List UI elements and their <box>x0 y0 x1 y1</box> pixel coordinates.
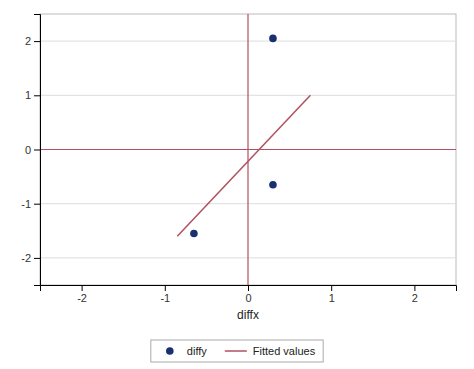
axis-line <box>41 286 457 292</box>
tick: 2 <box>412 285 418 304</box>
reference-line <box>247 14 248 285</box>
tick: -2 <box>21 252 40 264</box>
tick-label: 1 <box>329 292 335 304</box>
legend-item: Fitted values <box>225 345 316 357</box>
legend-box <box>151 340 323 362</box>
tick-mark <box>34 95 40 96</box>
tick-label: -1 <box>160 292 170 304</box>
legend-label: Fitted values <box>253 345 316 357</box>
legend-label: diffy <box>187 345 207 357</box>
tick-label: 0 <box>25 144 31 156</box>
tick: 0 <box>25 144 40 156</box>
tick: 2 <box>25 35 40 47</box>
tick-mark <box>34 258 40 259</box>
plot-frame <box>40 14 456 285</box>
tick-mark <box>248 285 249 291</box>
legend-swatch <box>225 350 247 352</box>
point <box>269 35 277 43</box>
tick: -1 <box>160 285 170 304</box>
tick-mark <box>414 285 415 291</box>
tick-label: 1 <box>25 89 31 101</box>
tick-mark <box>34 150 40 151</box>
tick: 0 <box>245 285 251 304</box>
legend-item: diffy <box>166 345 207 357</box>
legend-swatch <box>166 347 174 355</box>
fit-line <box>177 95 310 236</box>
y-axis: -2 -1 0 1 2 <box>21 15 40 286</box>
legend: diffy Fitted values <box>151 340 323 362</box>
point <box>269 181 277 189</box>
tick-label: -1 <box>21 198 31 210</box>
plot: -2 -1 0 1 2 -2 -1 0 1 2 diffx <box>21 14 456 322</box>
points <box>190 35 277 238</box>
tick: 1 <box>329 285 335 304</box>
tick-label: 2 <box>25 35 31 47</box>
x-axis: -2 -1 0 1 2 <box>41 285 457 304</box>
tick-label: 0 <box>245 292 251 304</box>
axis-line <box>34 15 41 286</box>
tick: 1 <box>25 89 40 101</box>
tick: -2 <box>77 285 87 304</box>
tick: -1 <box>21 198 40 210</box>
tick-label: -2 <box>77 292 87 304</box>
tick-mark <box>165 285 166 291</box>
point <box>190 230 198 238</box>
tick-mark <box>34 41 40 42</box>
tick-mark <box>82 285 83 291</box>
tick-mark <box>331 285 332 291</box>
x-axis-title: diffx <box>237 308 259 322</box>
marks <box>40 14 456 285</box>
tick-label: 2 <box>412 292 418 304</box>
tick-mark <box>34 204 40 205</box>
chart: -2 -1 0 1 2 -2 -1 0 1 2 diffx diffy Fitted values <box>0 0 474 369</box>
tick-label: -2 <box>21 252 31 264</box>
